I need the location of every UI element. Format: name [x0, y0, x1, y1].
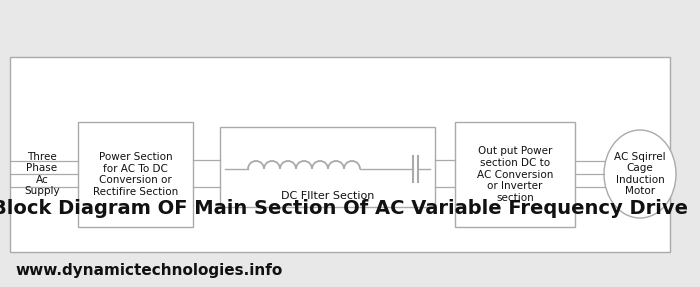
Bar — [220, 127, 435, 207]
Text: DC FIlter Section: DC FIlter Section — [281, 191, 374, 201]
Text: Three
Phase
Ac
Supply: Three Phase Ac Supply — [25, 152, 60, 196]
Text: Block Diagram OF Main Section Of AC Variable Frequency Drive: Block Diagram OF Main Section Of AC Vari… — [0, 199, 688, 218]
Bar — [78, 122, 193, 227]
Bar — [455, 122, 575, 227]
Bar — [10, 57, 670, 252]
Text: Power Section
for AC To DC
Conversion or
Rectifire Section: Power Section for AC To DC Conversion or… — [93, 152, 178, 197]
Text: www.dynamictechnologies.info: www.dynamictechnologies.info — [15, 263, 282, 278]
Ellipse shape — [604, 130, 676, 218]
Text: AC Sqirrel
Cage
Induction
Motor: AC Sqirrel Cage Induction Motor — [614, 152, 666, 196]
Text: Out put Power
section DC to
AC Conversion
or Inverter
section: Out put Power section DC to AC Conversio… — [477, 146, 553, 203]
